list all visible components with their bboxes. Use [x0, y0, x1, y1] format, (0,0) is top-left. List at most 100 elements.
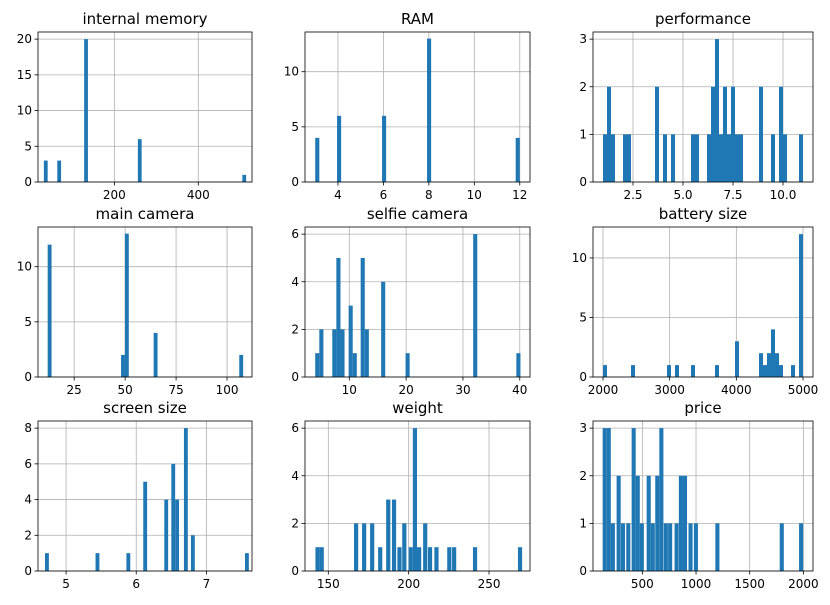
histogram-bar [427, 547, 433, 571]
histogram-panel: 10 20 30 40 0 2 4 6 selfie camera [291, 205, 531, 397]
histogram-panel: 200 400 0 5 10 15 20 internal memory [17, 10, 253, 202]
histogram-bar [779, 523, 784, 571]
y-tick-label: 1 [579, 516, 587, 530]
histogram-bar [126, 553, 131, 571]
histogram-bar [674, 523, 679, 571]
histogram-bar [352, 353, 357, 377]
histogram-panel: 150 200 250 0 2 4 6 weight [291, 399, 531, 591]
histogram-bar [43, 160, 48, 182]
histogram-bar [627, 134, 631, 182]
y-tick-label: 6 [291, 421, 299, 435]
histogram-bar [473, 234, 478, 377]
histogram-bar [635, 475, 640, 571]
y-tick-label: 3 [579, 421, 587, 435]
histogram-bar [319, 547, 324, 571]
y-tick-label: 10 [284, 65, 299, 79]
x-tick-label: 5.0 [673, 188, 692, 202]
x-tick-label: 7.5 [723, 188, 742, 202]
panel-title: main camera [96, 205, 195, 223]
y-tick-label: 15 [17, 68, 32, 82]
histogram-bar [626, 523, 631, 571]
x-tick-label: 50 [117, 383, 132, 397]
histogram-bar [47, 244, 52, 377]
histogram-bar [646, 475, 651, 571]
histogram-bar [332, 329, 337, 377]
histogram-bar [364, 329, 369, 377]
histogram-bar [616, 475, 621, 571]
histogram-bar [95, 553, 100, 571]
y-tick-label: 0 [24, 564, 32, 578]
histogram-panel: 2.5 5.0 7.5 10.0 0 1 2 3 performance [579, 10, 814, 202]
histogram-bar [779, 86, 783, 182]
histogram-bar [190, 535, 195, 571]
axes-frame [592, 420, 814, 572]
y-tick-label: 2 [579, 469, 587, 483]
y-tick-label: 0 [579, 175, 587, 189]
y-tick-label: 10 [17, 260, 32, 274]
histogram-bar [124, 233, 129, 377]
axes-frame [304, 226, 531, 378]
panel-title: screen size [103, 399, 187, 417]
histogram-bar [337, 115, 342, 182]
y-tick-label: 0 [291, 370, 299, 384]
histogram-bar [386, 499, 391, 571]
histogram-bar [715, 523, 720, 571]
y-tick-label: 0 [291, 564, 299, 578]
y-tick-label: 20 [17, 32, 32, 46]
histogram-bar [650, 523, 655, 571]
y-tick-label: 0 [579, 564, 587, 578]
histogram-bar [348, 305, 353, 377]
histogram-bar [775, 353, 779, 377]
histogram-bar [799, 134, 803, 182]
histogram-bar [623, 134, 627, 182]
y-tick-label: 4 [24, 493, 32, 507]
histogram-bar [137, 139, 142, 182]
histogram-bar [663, 134, 667, 182]
histogram-bar [315, 353, 320, 377]
histogram-bar [607, 86, 611, 182]
histogram-bar [516, 353, 521, 377]
histogram-bar [362, 523, 367, 571]
histogram-bar [360, 257, 365, 377]
axes-frame [304, 420, 531, 572]
y-tick-label: 10 [572, 251, 587, 265]
histogram-bar [397, 547, 402, 571]
histogram-bar [667, 365, 671, 377]
histogram-bar [688, 523, 693, 571]
histogram-bar [402, 523, 407, 571]
histogram-bar [668, 523, 673, 571]
histogram-bar [423, 523, 428, 571]
x-tick-label: 8 [425, 188, 433, 202]
histogram-bar [171, 463, 176, 571]
y-tick-label: 5 [24, 315, 32, 329]
histogram-bar [620, 523, 625, 571]
panel-title: RAM [401, 10, 434, 28]
histogram-bar [175, 499, 180, 571]
y-tick-label: 1 [579, 127, 587, 141]
histogram-bar [783, 134, 787, 182]
axes-frame [37, 31, 253, 183]
histogram-bar [244, 553, 249, 571]
histogram-bar [417, 547, 422, 571]
panel-title: weight [392, 399, 443, 417]
histogram-bar [164, 499, 169, 571]
y-tick-label: 10 [17, 104, 32, 118]
axes-frame [304, 31, 531, 183]
histogram-bar [763, 365, 767, 377]
histogram-bar [340, 329, 345, 377]
axes-frame [37, 420, 253, 572]
y-tick-label: 5 [579, 310, 587, 324]
histogram-bar [695, 134, 699, 182]
y-tick-label: 6 [24, 457, 32, 471]
panel-title: performance [655, 10, 751, 28]
x-tick-label: 4 [334, 188, 342, 202]
x-tick-label: 400 [187, 188, 210, 202]
histogram-bar [121, 354, 125, 377]
histogram-bar [739, 134, 743, 182]
histogram-bar [682, 475, 688, 571]
y-tick-label: 0 [24, 370, 32, 384]
x-tick-label: 10 [342, 383, 357, 397]
histogram-bar [671, 134, 675, 182]
histogram-bar [715, 39, 719, 183]
